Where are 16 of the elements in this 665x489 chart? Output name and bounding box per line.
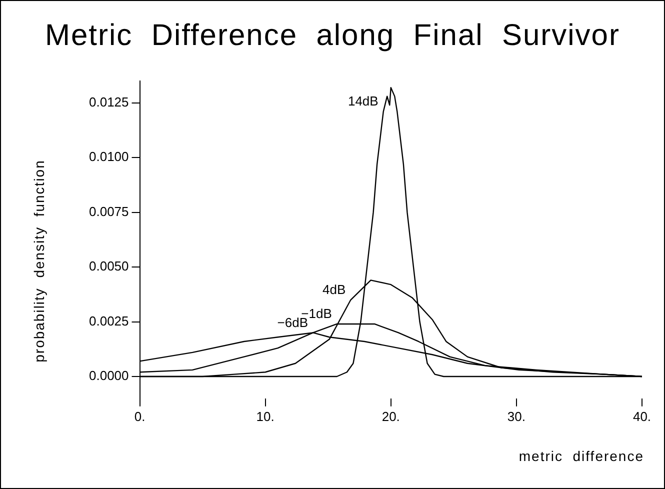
y-tick-label: 0.0050 [88, 258, 129, 274]
x-tick-label: 20. [382, 408, 400, 424]
y-tick-label: 0.0125 [88, 94, 129, 110]
y-tick-label: 0.0075 [88, 204, 129, 219]
chart-title: Metric Difference along Final Survivor [44, 19, 621, 53]
x-tick-label: 0. [134, 408, 146, 424]
series-label: 14dB [348, 94, 378, 109]
x-tick-label: 10. [256, 408, 274, 424]
y-tick-label: 0.0100 [88, 149, 129, 164]
x-tick-label: 30. [507, 408, 526, 424]
y-tick-label: 0.0025 [88, 313, 129, 328]
x-tick-label: 40. [632, 408, 652, 424]
series-label: 4dB [322, 282, 346, 297]
y-tick-label: 0.0000 [88, 368, 129, 384]
y-axis-title: probability density function [31, 160, 47, 362]
x-axis-title: metric difference [518, 448, 644, 464]
